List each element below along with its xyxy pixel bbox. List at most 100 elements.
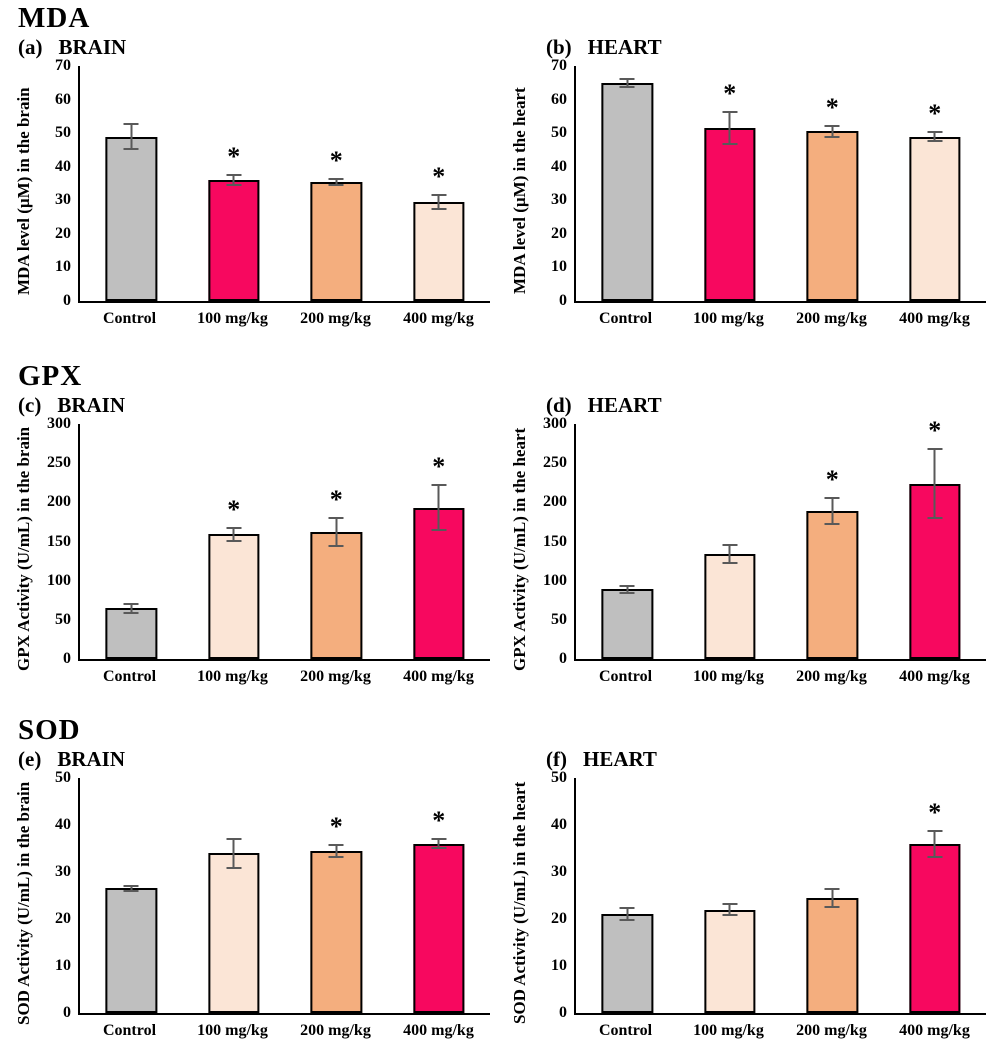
y-tick-label: 0 xyxy=(63,1004,71,1021)
y-tick-label: 0 xyxy=(559,292,567,309)
y-tick-label: 50 xyxy=(551,610,567,628)
bar-400-mg-kg xyxy=(413,843,465,1013)
significance-asterisk: * xyxy=(432,806,446,836)
error-bar xyxy=(123,123,139,150)
significance-asterisk: * xyxy=(825,464,839,494)
error-bar xyxy=(226,837,242,869)
y-tick-label: 100 xyxy=(47,571,71,589)
x-category-label: Control xyxy=(598,1022,653,1039)
y-tick-label: 50 xyxy=(55,124,71,142)
plot-column: 0 10 20 30 40 50 60 70 * * * Control 100 mg/kg 200 mg… xyxy=(36,57,490,328)
significance-asterisk: * xyxy=(329,145,343,175)
chart-body: MDA level (µM) in the heart 0 10 20 30 40 50 60… xyxy=(508,57,986,328)
bar-slot: * xyxy=(884,778,987,1013)
y-tick-label: 0 xyxy=(63,292,71,309)
bar-slot: * xyxy=(183,66,286,301)
bar-slot xyxy=(781,778,884,1013)
y-tick-label: 30 xyxy=(55,863,71,880)
bar-control xyxy=(105,136,157,301)
x-axis-labels: Control 100 mg/kg 200 mg/kg 400 mg/kg xyxy=(78,303,490,328)
y-tick-label: 300 xyxy=(47,415,71,432)
bar-slot: * xyxy=(388,778,491,1013)
chart-panel-e: SOD (e) BRAIN SOD Activity (U/mL) in the br… xyxy=(0,694,496,1047)
bar-control xyxy=(601,589,653,659)
plot-area: * * xyxy=(78,778,490,1015)
panel-letter: (b) xyxy=(546,35,572,59)
x-category-label: 100 mg/kg xyxy=(693,668,764,685)
x-axis-labels: Control 100 mg/kg 200 mg/kg 400 mg/kg xyxy=(574,1015,986,1040)
y-axis-ticks: 0 10 20 30 40 50 60 70 xyxy=(532,57,574,309)
y-tick-label: 60 xyxy=(55,90,71,108)
plot-area: * * xyxy=(574,418,986,661)
significance-asterisk: * xyxy=(928,416,942,446)
bar-slot: * xyxy=(679,66,782,301)
x-category-label: 400 mg/kg xyxy=(403,668,474,685)
panel-header: SOD (e) BRAIN xyxy=(12,694,490,770)
significance-asterisk: * xyxy=(329,811,343,841)
y-axis-ticks: 0 50 100 150 200 250 300 xyxy=(36,415,78,667)
y-tick-label: 40 xyxy=(551,816,567,833)
plot-row: 0 50 100 150 200 250 300 * * xyxy=(532,415,986,667)
bar-100-mg-kg xyxy=(704,909,756,1013)
bar-200-mg-kg xyxy=(806,897,858,1013)
error-bar xyxy=(824,887,840,909)
plot-column: 0 10 20 30 40 50 * * Control 100 mg/kg 200 mg/kg 40… xyxy=(36,769,490,1040)
x-axis-labels: Control 100 mg/kg 200 mg/kg 400 mg/kg xyxy=(574,303,986,328)
bar-slot xyxy=(679,424,782,659)
y-tick-label: 300 xyxy=(543,415,567,432)
significance-asterisk: * xyxy=(432,452,446,482)
y-axis-ticks: 0 50 100 150 200 250 300 xyxy=(532,415,574,667)
bar-slot xyxy=(576,424,679,659)
y-tick-label: 40 xyxy=(55,157,71,175)
x-axis-labels: Control 100 mg/kg 200 mg/kg 400 mg/kg xyxy=(78,661,490,686)
panel-letter: (a) xyxy=(18,35,43,59)
bar-200-mg-kg xyxy=(806,131,858,301)
bar-400-mg-kg xyxy=(909,843,961,1013)
chart-panel-b: (b) HEART MDA level (µM) in the heart 0 10 20… xyxy=(496,0,992,340)
error-bar xyxy=(722,543,738,565)
panel-label: (b) HEART xyxy=(546,37,986,58)
x-category-label: Control xyxy=(102,1022,157,1039)
error-bar xyxy=(824,496,840,526)
bar-100-mg-kg xyxy=(208,534,260,659)
significance-asterisk: * xyxy=(227,494,241,524)
error-bar xyxy=(431,838,447,850)
significance-asterisk: * xyxy=(227,142,241,172)
bar-100-mg-kg xyxy=(704,554,756,659)
y-tick-label: 20 xyxy=(55,910,71,927)
y-tick-label: 150 xyxy=(47,532,71,550)
bar-control xyxy=(601,82,653,301)
panel-header: (f) HEART xyxy=(508,694,986,770)
bar-200-mg-kg xyxy=(310,532,362,659)
y-tick-label: 50 xyxy=(55,769,71,786)
x-category-label: 200 mg/kg xyxy=(300,668,371,685)
y-axis-ticks: 0 10 20 30 40 50 xyxy=(36,769,78,1021)
y-tick-label: 0 xyxy=(559,1004,567,1021)
panel-letter: (d) xyxy=(546,393,572,417)
plot-row: 0 10 20 30 40 50 60 70 * * * xyxy=(36,57,490,309)
bar-slot xyxy=(183,778,286,1013)
significance-asterisk: * xyxy=(928,99,942,129)
chart-panel-f: (f) HEART SOD Activity (U/mL) in the heart… xyxy=(496,694,992,1047)
bar-200-mg-kg xyxy=(310,181,362,301)
x-category-label: 400 mg/kg xyxy=(403,1022,474,1039)
y-tick-label: 30 xyxy=(551,863,567,880)
error-bar xyxy=(927,448,943,519)
bar-slot xyxy=(576,66,679,301)
plot-area: * * * xyxy=(78,66,490,303)
x-category-label: 100 mg/kg xyxy=(197,1022,268,1039)
bar-100-mg-kg xyxy=(208,853,260,1013)
x-category-label: 200 mg/kg xyxy=(796,310,867,327)
y-tick-label: 70 xyxy=(55,57,71,74)
bar-400-mg-kg xyxy=(413,201,465,301)
panel-organ-title: HEART xyxy=(582,747,657,771)
x-category-label: 200 mg/kg xyxy=(300,310,371,327)
y-tick-label: 10 xyxy=(551,258,567,276)
x-category-label: 100 mg/kg xyxy=(693,310,764,327)
x-category-label: 400 mg/kg xyxy=(899,310,970,327)
significance-asterisk: * xyxy=(432,161,446,191)
bar-slot: * xyxy=(781,424,884,659)
group-title: GPX xyxy=(18,360,83,392)
bar-200-mg-kg xyxy=(310,850,362,1013)
